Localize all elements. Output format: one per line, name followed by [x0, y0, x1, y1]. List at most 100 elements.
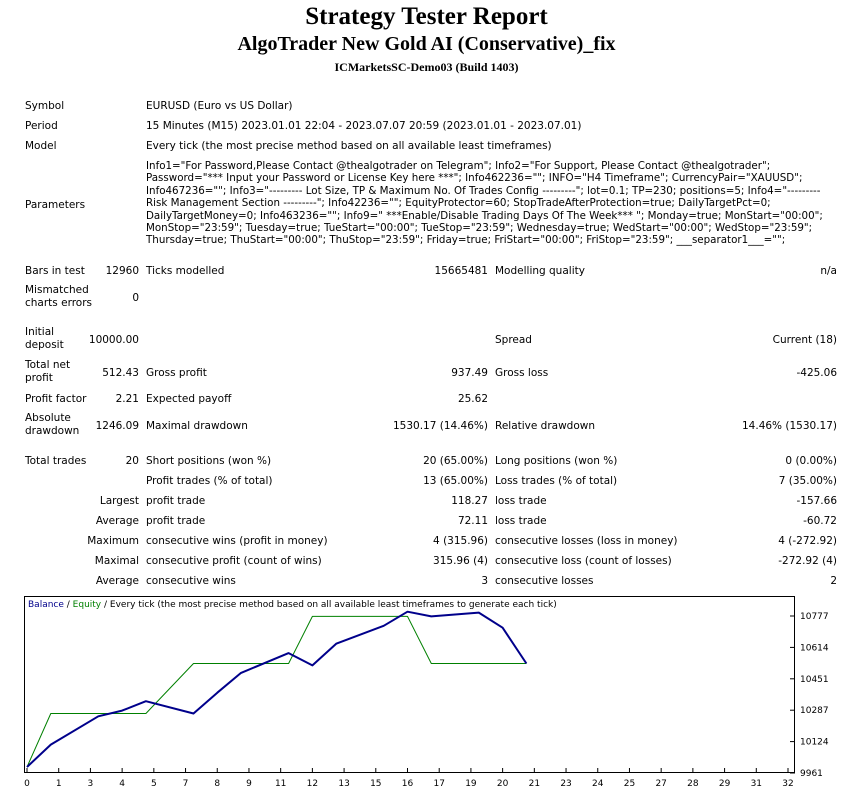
y-tick-label: 9961 — [800, 769, 823, 779]
x-axis: 0 1 3 4 5 7 8 9 11 12 13 15 16 17 19 20 21 23 24 25 27 28 29 31… — [24, 768, 794, 789]
bars-label: Bars in test — [25, 265, 85, 277]
largest-profit-value: 118.27 — [451, 495, 488, 507]
profit-factor-label: Profit factor — [25, 393, 87, 405]
total-trades-label: Total trades — [25, 455, 87, 467]
short-positions-label: Short positions (won %) — [146, 455, 272, 467]
maximal-cons-loss-label: consecutive loss (count of losses) — [495, 555, 672, 567]
ticks-value: 15665481 — [434, 265, 488, 277]
model-value: Every tick (the most precise method base… — [146, 140, 552, 152]
x-tick-label: 0 — [24, 779, 30, 789]
average-label: Average — [95, 515, 139, 527]
max-cons-wins-value: 4 (315.96) — [433, 535, 488, 547]
y-tick-label: 10287 — [800, 706, 829, 716]
parameters-value: Info1="For Password,Please Contact @thea… — [146, 160, 823, 247]
balance-equity-chart: Balance / Equity / Every tick (the most … — [24, 596, 829, 789]
gross-loss-label: Gross loss — [495, 367, 549, 379]
loss-trades-value: 7 (35.00%) — [778, 475, 837, 487]
absolute-drawdown-value: 1246.09 — [95, 420, 139, 432]
legend-description: Every tick (the most precise method base… — [110, 600, 557, 610]
spread-value: Current (18) — [772, 334, 837, 346]
gross-loss-value: -425.06 — [796, 367, 837, 379]
x-tick-label: 8 — [214, 779, 220, 789]
chart-legend: Balance / Equity / Every tick (the most … — [28, 600, 557, 610]
deposit-label: Initial deposit — [25, 326, 64, 351]
x-tick-label: 29 — [719, 779, 731, 789]
average-loss-label: loss trade — [495, 515, 547, 527]
profit-factor-value: 2.21 — [115, 393, 139, 405]
x-tick-label: 4 — [119, 779, 125, 789]
x-tick-label: 17 — [433, 779, 444, 789]
short-positions-value: 20 (65.00%) — [423, 455, 488, 467]
relative-drawdown-value: 14.46% (1530.17) — [742, 420, 837, 432]
x-tick-label: 32 — [782, 779, 793, 789]
ticks-label: Ticks modelled — [146, 265, 225, 277]
symbol-label: Symbol — [25, 100, 65, 112]
largest-profit-label: profit trade — [146, 495, 206, 507]
period-label: Period — [25, 120, 58, 132]
max-cons-losses-label: consecutive losses (loss in money) — [495, 535, 678, 547]
maximal-label: Maximal — [94, 555, 139, 567]
x-tick-label: 5 — [151, 779, 157, 789]
maximal-drawdown-label: Maximal drawdown — [146, 420, 248, 432]
legend-equity: Equity — [73, 600, 102, 610]
x-tick-label: 1 — [56, 779, 62, 789]
bars-value: 12960 — [105, 265, 139, 277]
avg-cons-losses-value: 2 — [830, 575, 837, 587]
x-tick-label: 11 — [275, 779, 286, 789]
expected-payoff-value: 25.62 — [457, 393, 488, 405]
deposit-value: 10000.00 — [88, 334, 139, 346]
y-axis: 10777 10614 10451 10287 10124 9961 — [790, 612, 829, 779]
server-build: ICMarketsSC-Demo03 (Build 1403) — [334, 60, 519, 74]
average-loss-value: -60.72 — [803, 515, 837, 527]
balance-line — [26, 610, 528, 768]
x-tick-label: 13 — [338, 779, 349, 789]
legend-balance: Balance — [28, 600, 64, 610]
maximal-cons-loss-value: -272.92 (4) — [778, 555, 837, 567]
x-tick-label: 21 — [529, 779, 540, 789]
y-tick-label: 10777 — [800, 612, 829, 622]
spread-label: Spread — [495, 334, 532, 346]
maximal-cons-profit-value: 315.96 (4) — [433, 555, 488, 567]
series-group — [26, 610, 528, 768]
x-tick-label: 15 — [370, 779, 381, 789]
parameters-label: Parameters — [25, 199, 86, 211]
x-tick-label: 3 — [88, 779, 94, 789]
average-cons-label: Average — [95, 575, 139, 587]
x-tick-label: 27 — [655, 779, 666, 789]
x-tick-label: 19 — [465, 779, 477, 789]
maximal-drawdown-value: 1530.17 (14.46%) — [393, 420, 488, 432]
max-cons-losses-value: 4 (-272.92) — [778, 535, 837, 547]
total-trades-value: 20 — [125, 455, 139, 467]
maximal-cons-profit-label: consecutive profit (count of wins) — [146, 555, 322, 567]
report-title: Strategy Tester Report — [305, 3, 548, 30]
x-tick-label: 16 — [402, 779, 414, 789]
x-tick-label: 12 — [307, 779, 318, 789]
x-tick-label: 25 — [624, 779, 635, 789]
long-positions-value: 0 (0.00%) — [785, 455, 837, 467]
avg-cons-wins-label: consecutive wins — [146, 575, 236, 587]
mismatch-label: Mismatched charts errors — [25, 284, 92, 309]
gross-profit-value: 937.49 — [451, 367, 488, 379]
maximum-label: Maximum — [87, 535, 139, 547]
avg-cons-losses-label: consecutive losses — [495, 575, 594, 587]
quality-label: Modelling quality — [495, 265, 585, 277]
y-tick-label: 10124 — [800, 738, 829, 748]
average-profit-label: profit trade — [146, 515, 206, 527]
largest-loss-label: loss trade — [495, 495, 547, 507]
relative-drawdown-label: Relative drawdown — [495, 420, 596, 432]
x-tick-label: 24 — [592, 779, 604, 789]
mismatch-value: 0 — [132, 292, 139, 304]
net-profit-label: Total net profit — [25, 359, 71, 384]
max-cons-wins-label: consecutive wins (profit in money) — [146, 535, 328, 547]
y-tick-label: 10451 — [800, 675, 829, 685]
gross-profit-label: Gross profit — [146, 367, 207, 379]
average-profit-value: 72.11 — [457, 515, 488, 527]
x-tick-label: 9 — [246, 779, 252, 789]
quality-value: n/a — [820, 265, 837, 277]
avg-cons-wins-value: 3 — [481, 575, 488, 587]
plot-frame — [24, 596, 795, 773]
loss-trades-label: Loss trades (% of total) — [495, 475, 618, 487]
y-tick-label: 10614 — [800, 643, 829, 653]
expected-payoff-label: Expected payoff — [146, 393, 232, 405]
x-tick-label: 31 — [751, 779, 762, 789]
